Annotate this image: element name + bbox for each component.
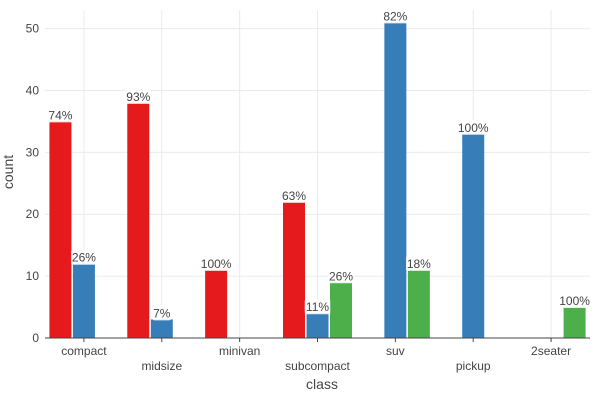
x-tick-label: subcompact [285,359,350,373]
bars [49,22,586,339]
y-axis-title: count [0,155,16,189]
bar [127,102,150,338]
x-tick-label: compact [61,344,107,358]
bar [205,269,228,338]
y-tick-label: 50 [26,22,40,36]
gridlines [45,10,590,339]
data-label: 26% [72,251,96,265]
y-tick-label: 30 [26,145,40,159]
data-label-bg [558,293,591,309]
x-tick-label: midsize [141,359,182,373]
data-label: 26% [329,269,353,283]
x-tick-label: minivan [219,344,260,358]
bar [407,269,430,338]
data-label: 100% [201,257,232,271]
bar [49,121,72,338]
axes: 0 10 20 30 40 50 compact midsize minivan subcompa… [26,22,590,373]
data-label: 100% [458,121,489,135]
data-label: 93% [126,90,150,104]
bar [150,319,173,338]
x-tick-label: 2seater [531,344,571,358]
data-label-bg [152,305,171,321]
data-label-bg [47,107,74,123]
bar [384,22,407,339]
data-label: 82% [383,9,407,23]
data-label-bg [456,119,490,135]
y-tick-label: 0 [32,331,39,345]
data-label-bg [71,249,97,265]
bar [563,307,586,338]
data-label-bg [304,299,331,315]
data-labels: 74% 93% 100% 63% 26% 7% 11% 82% 100% 26% 18% 100% [47,8,591,321]
x-tick-label: pickup [456,359,491,373]
bar [283,201,305,338]
data-label: 11% [306,300,329,314]
data-label-bg [199,255,233,271]
data-label-bg [328,268,354,284]
data-label: 7% [153,306,171,320]
data-label-bg [406,255,432,271]
y-tick-label: 40 [26,83,40,97]
data-label: 18% [407,257,431,271]
bar [330,282,352,338]
bar [462,133,485,338]
x-axis-title: class [306,376,338,392]
data-label: 63% [282,189,306,203]
data-label: 100% [559,294,590,308]
bar [306,313,329,338]
data-label: 74% [48,108,72,122]
y-tick-label: 20 [26,207,40,221]
data-label-bg [382,8,409,24]
data-label-bg [281,187,307,203]
y-tick-label: 10 [26,269,40,283]
bar [72,263,95,338]
data-label-bg [125,88,152,104]
x-tick-label: suv [386,344,405,358]
